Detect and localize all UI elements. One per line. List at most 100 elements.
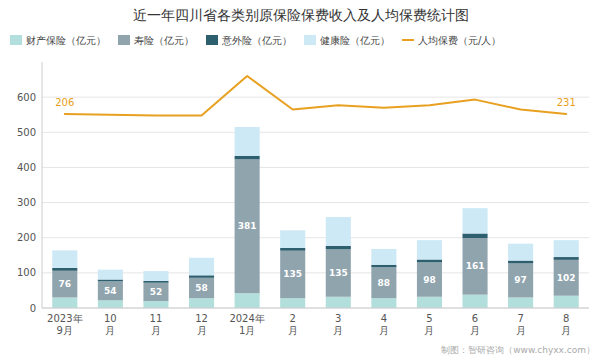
bar-segment (280, 298, 305, 308)
bar-segment (143, 271, 168, 281)
grid (42, 97, 589, 308)
bar-segment (235, 293, 260, 308)
bar-segment (235, 159, 260, 293)
x-tick-line: 2 (290, 313, 296, 324)
x-tick-label: 3月 (333, 313, 343, 336)
grid-line (42, 237, 589, 238)
legend-label: 寿险（亿元） (134, 35, 194, 46)
x-tick-line: 12 (195, 313, 208, 324)
x-tick-line: 月 (379, 325, 389, 336)
data-label: 88 (378, 278, 391, 288)
data-label: 161 (466, 261, 485, 271)
x-axis-line (42, 308, 589, 309)
data-label: 135 (283, 269, 302, 279)
bar-segment (326, 246, 351, 250)
x-tick-label: 12月 (195, 313, 208, 336)
bar-segment (463, 208, 488, 233)
chart: 近一年四川省各类别原保险保费收入及人均保费统计图财产保险（亿元） 寿险（亿元） 意外… (0, 0, 601, 358)
x-tick-label: 10月 (104, 313, 117, 336)
bar-segment (98, 280, 123, 282)
footer: 制图：智研咨询（www.chyxx.com） (441, 345, 595, 355)
x-tick-line: 4 (381, 313, 387, 324)
grid-line (42, 202, 589, 203)
bar-segment (554, 260, 579, 296)
bar-segment (52, 268, 77, 271)
bar-segment (52, 271, 77, 298)
annotation: 206 (55, 97, 74, 108)
bar-segment (235, 156, 260, 160)
grid-line (42, 308, 589, 309)
bar-segment (143, 281, 168, 283)
x-tick-line: 月 (333, 325, 343, 336)
bar-segment (98, 281, 123, 300)
legend-swatch (10, 35, 22, 45)
bar-segment (98, 270, 123, 280)
bar-segment (554, 240, 579, 257)
x-axis: 2023年9月10月11月12月2024年1月2月3月4月5月6月7月8月 (47, 313, 571, 336)
x-tick-label: 2月 (288, 313, 298, 336)
bar-segment (189, 278, 214, 298)
data-label: 102 (557, 273, 576, 283)
data-label: 135 (329, 268, 348, 278)
y-tick-label: 500 (17, 127, 36, 138)
bar-segment (98, 300, 123, 308)
legend-swatch (206, 35, 218, 45)
x-tick-line: 月 (561, 325, 571, 336)
x-tick-label: 8月 (561, 313, 571, 336)
bar-segment (417, 260, 442, 263)
bar-segment (463, 295, 488, 308)
legend-label: 财产保险（亿元） (26, 35, 106, 46)
legend-item: 意外险（亿元） (206, 35, 292, 46)
bar-segment (143, 283, 168, 301)
x-tick-line: 10 (104, 313, 117, 324)
bar-segment (554, 257, 579, 260)
y-axis-line (42, 62, 43, 308)
x-tick-line: 月 (470, 325, 480, 336)
data-label: 52 (150, 287, 163, 297)
x-tick-line: 9月 (57, 325, 73, 336)
bar-segment (326, 249, 351, 296)
x-tick-line: 8 (563, 313, 569, 324)
x-tick-line: 月 (516, 325, 526, 336)
y-tick-label: 400 (17, 162, 36, 173)
x-tick-line: 7 (517, 313, 523, 324)
grid-line (42, 167, 589, 168)
x-tick-label: 2024年1月 (229, 313, 264, 336)
bar-segment (371, 267, 396, 298)
bar-segment (235, 127, 260, 156)
bar-segment (508, 263, 533, 297)
legend-swatch (304, 35, 316, 45)
bar-segment (52, 297, 77, 308)
y-tick-label: 100 (17, 267, 36, 278)
x-tick-label: 11月 (150, 313, 163, 336)
title: 近一年四川省各类别原保险保费收入及人均保费统计图 (133, 7, 469, 23)
bar-segment (463, 233, 488, 238)
bar-segment (508, 297, 533, 308)
bar-segment (371, 298, 396, 308)
bar-segment (508, 261, 533, 264)
bar-segment (371, 265, 396, 267)
bar-segment (189, 298, 214, 308)
bar-segment (189, 275, 214, 277)
y-tick-label: 600 (17, 92, 36, 103)
x-tick-line: 月 (197, 325, 207, 336)
grid-line (42, 272, 589, 273)
data-label: 76 (59, 279, 72, 289)
bar-segment (371, 249, 396, 265)
legend-item: 人均保费（元/人） (402, 35, 501, 46)
annotation: 231 (557, 97, 576, 108)
x-tick-label: 5月 (424, 313, 434, 336)
legend-label: 人均保费（元/人） (418, 35, 501, 46)
y-tick-label: 200 (17, 232, 36, 243)
legend: 财产保险（亿元） 寿险（亿元） 意外险（亿元） 健康险（亿元） 人均保费（元/人） (10, 35, 501, 46)
bar-segment (463, 238, 488, 295)
x-tick-label: 2023年9月 (47, 313, 82, 336)
legend-label: 健康险（亿元） (320, 35, 390, 46)
legend-label: 意外险（亿元） (221, 35, 292, 46)
legend-swatch (118, 35, 130, 45)
x-tick-line: 6 (472, 313, 478, 324)
bar-segment (326, 297, 351, 308)
data-label: 381 (238, 221, 257, 231)
data-label: 97 (514, 275, 527, 285)
x-tick-line: 11 (150, 313, 163, 324)
